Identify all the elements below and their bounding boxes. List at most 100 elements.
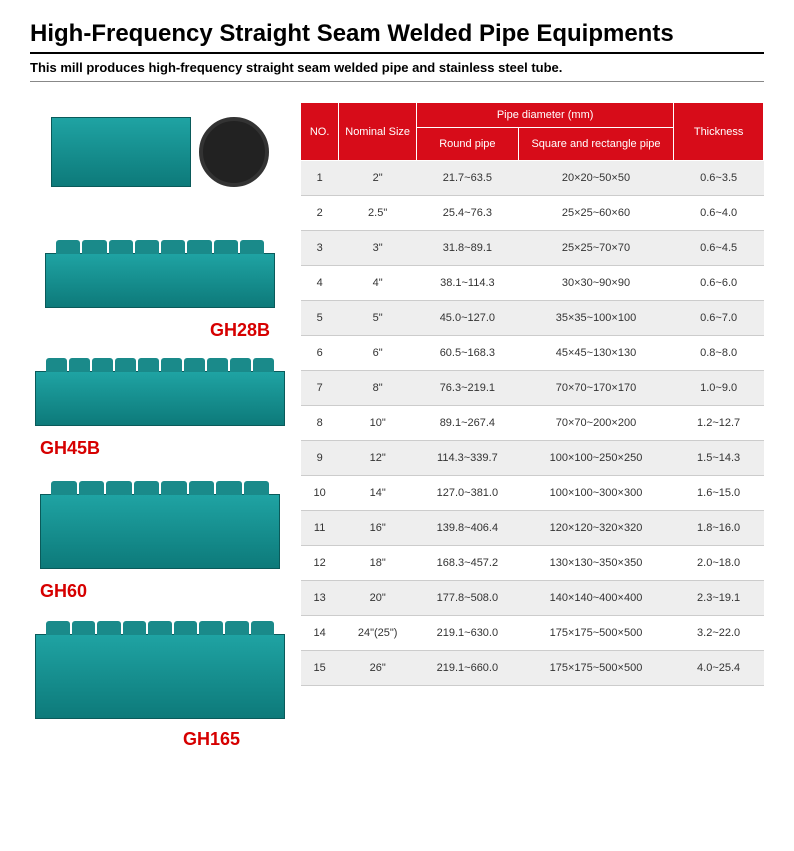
table-cell: 0.6~3.5 [674,161,764,196]
table-row: 1526"219.1~660.0175×175~500×5004.0~25.4 [301,651,764,686]
equipment-item [30,102,290,232]
table-cell: 12 [301,546,339,581]
table-cell: 175×175~500×500 [518,616,674,651]
table-cell: 11 [301,511,339,546]
table-cell: 1 [301,161,339,196]
equipment-label: GH60 [30,581,290,602]
table-cell: 219.1~630.0 [417,616,519,651]
table-cell: 76.3~219.1 [417,371,519,406]
machine-image [45,253,275,308]
equipment-item: GH45B [30,358,290,473]
machine-image [35,634,285,719]
table-cell: 70×70~170×170 [518,371,674,406]
table-cell: 139.8~406.4 [417,511,519,546]
table-cell: 168.3~457.2 [417,546,519,581]
table-cell: 100×100~300×300 [518,476,674,511]
table-row: 78"76.3~219.170×70~170×1701.0~9.0 [301,371,764,406]
spool-icon [199,117,269,187]
table-cell: 4.0~25.4 [674,651,764,686]
machine-image [35,371,285,426]
table-row: 22.5"25.4~76.325×25~60×600.6~4.0 [301,196,764,231]
table-cell: 10" [339,406,417,441]
table-cell: 0.8~8.0 [674,336,764,371]
table-cell: 4" [339,266,417,301]
table-cell: 2.0~18.0 [674,546,764,581]
th-no: NO. [301,103,339,161]
page-title: High-Frequency Straight Seam Welded Pipe… [30,20,764,54]
equipment-column: GH28B GH45B GH60 GH1 [30,102,290,772]
page-subtitle: This mill produces high-frequency straig… [30,60,764,82]
table-row: 1424"(25")219.1~630.0175×175~500×5003.2~… [301,616,764,651]
table-cell: 1.6~15.0 [674,476,764,511]
equipment-item: GH28B [30,240,290,350]
th-square: Square and rectangle pipe [518,128,674,161]
th-round: Round pipe [417,128,519,161]
table-cell: 1.2~12.7 [674,406,764,441]
table-cell: 21.7~63.5 [417,161,519,196]
spec-table: NO. Nominal Size Pipe diameter (mm) Thic… [300,102,764,686]
table-cell: 2.5" [339,196,417,231]
equipment-label: GH165 [30,729,290,750]
table-cell: 10 [301,476,339,511]
table-cell: 2.3~19.1 [674,581,764,616]
equipment-label: GH45B [30,438,290,459]
table-cell: 3 [301,231,339,266]
table-row: 44"38.1~114.330×30~90×900.6~6.0 [301,266,764,301]
table-cell: 219.1~660.0 [417,651,519,686]
th-thickness: Thickness [674,103,764,161]
table-cell: 35×35~100×100 [518,301,674,336]
table-cell: 140×140~400×400 [518,581,674,616]
table-cell: 25.4~76.3 [417,196,519,231]
table-cell: 8" [339,371,417,406]
table-cell: 45.0~127.0 [417,301,519,336]
table-cell: 6" [339,336,417,371]
equipment-item: GH60 [30,481,290,616]
table-cell: 89.1~267.4 [417,406,519,441]
table-row: 55"45.0~127.035×35~100×1000.6~7.0 [301,301,764,336]
table-cell: 30×30~90×90 [518,266,674,301]
table-cell: 12" [339,441,417,476]
table-cell: 175×175~500×500 [518,651,674,686]
table-cell: 5" [339,301,417,336]
table-cell: 9 [301,441,339,476]
table-cell: 177.8~508.0 [417,581,519,616]
table-cell: 14 [301,616,339,651]
table-cell: 127.0~381.0 [417,476,519,511]
table-cell: 2 [301,196,339,231]
table-row: 33"31.8~89.125×25~70×700.6~4.5 [301,231,764,266]
table-cell: 20×20~50×50 [518,161,674,196]
table-cell: 0.6~4.0 [674,196,764,231]
table-cell: 6 [301,336,339,371]
equipment-label: GH28B [30,320,290,341]
table-cell: 0.6~7.0 [674,301,764,336]
table-cell: 16" [339,511,417,546]
th-nominal: Nominal Size [339,103,417,161]
table-cell: 130×130~350×350 [518,546,674,581]
table-cell: 25×25~60×60 [518,196,674,231]
th-diameter-group: Pipe diameter (mm) [417,103,674,128]
content-row: GH28B GH45B GH60 GH1 [30,102,764,772]
table-body: 12"21.7~63.520×20~50×500.6~3.522.5"25.4~… [301,161,764,686]
table-row: 12"21.7~63.520×20~50×500.6~3.5 [301,161,764,196]
table-cell: 3.2~22.0 [674,616,764,651]
machine-image [40,494,280,569]
table-cell: 8 [301,406,339,441]
table-cell: 20" [339,581,417,616]
table-cell: 14" [339,476,417,511]
table-cell: 13 [301,581,339,616]
table-cell: 70×70~200×200 [518,406,674,441]
table-row: 1014"127.0~381.0100×100~300×3001.6~15.0 [301,476,764,511]
table-cell: 18" [339,546,417,581]
table-cell: 15 [301,651,339,686]
table-cell: 26" [339,651,417,686]
table-row: 1320"177.8~508.0140×140~400×4002.3~19.1 [301,581,764,616]
table-row: 912"114.3~339.7100×100~250×2501.5~14.3 [301,441,764,476]
equipment-item: GH165 [30,624,290,764]
table-cell: 1.5~14.3 [674,441,764,476]
table-cell: 45×45~130×130 [518,336,674,371]
table-cell: 0.6~4.5 [674,231,764,266]
table-cell: 120×120~320×320 [518,511,674,546]
table-cell: 0.6~6.0 [674,266,764,301]
table-cell: 2" [339,161,417,196]
table-row: 810"89.1~267.470×70~200×2001.2~12.7 [301,406,764,441]
